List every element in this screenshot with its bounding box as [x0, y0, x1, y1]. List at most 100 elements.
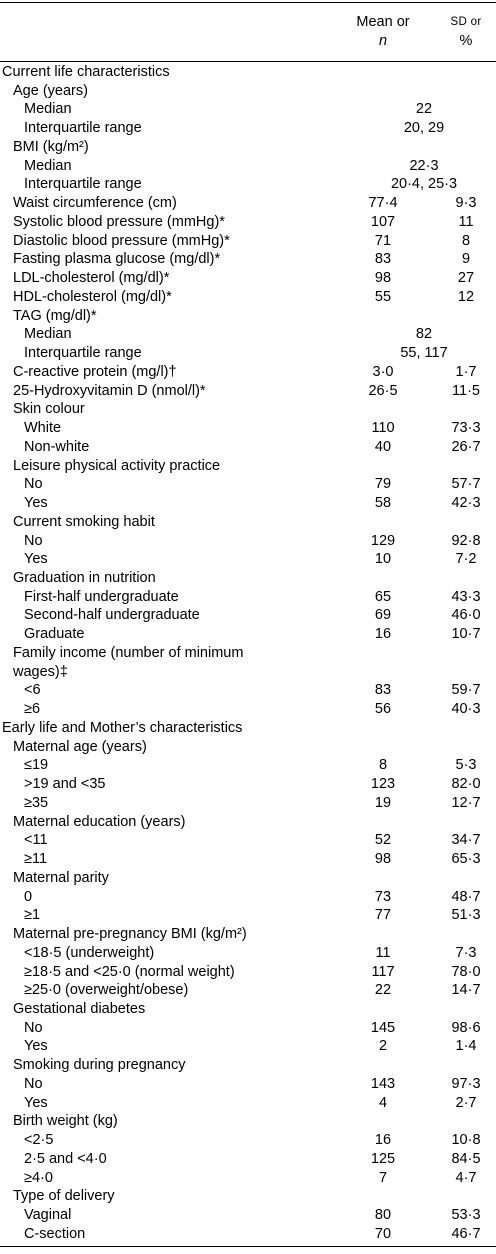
mean-value: 19 [374, 794, 392, 811]
row-label: Non-white [24, 438, 90, 455]
mean-value: 83 [374, 251, 392, 268]
sd-value: 78·0 [451, 963, 481, 980]
sd-value: 7·3 [455, 944, 477, 961]
row-label: Maternal parity [13, 869, 109, 886]
row-label: <11 [24, 832, 48, 849]
row-label: ≤19 [24, 757, 49, 774]
row-label: >19 and <35 [24, 776, 106, 793]
sd-value: 82·0 [451, 776, 481, 793]
header-text: SD or [450, 16, 482, 28]
row-label: Leisure physical activity practice [13, 457, 221, 474]
sd-value: 46·0 [451, 607, 481, 624]
row-label: Yes [24, 551, 48, 568]
sd-value: 53·3 [451, 1207, 481, 1224]
row-label: ≥1 [24, 907, 41, 924]
row-label: Graduation in nutrition [13, 569, 156, 586]
mean-value: 69 [374, 607, 392, 624]
mean-header: Mean or n [343, 13, 423, 50]
sd-value: 11·5 [452, 382, 480, 399]
sd-value: 7·2 [455, 551, 477, 568]
row-label: Vaginal [24, 1207, 72, 1224]
mean-value: 58 [374, 495, 392, 512]
mean-value: 80 [374, 1207, 392, 1224]
sd-value: 73·3 [451, 420, 481, 437]
sd-value: 4·7 [455, 1169, 477, 1186]
row-label: BMI (kg/m²) [13, 138, 89, 155]
mean-value: 143 [370, 1075, 396, 1092]
row-label: No [24, 532, 43, 549]
sd-value: 2·7 [455, 1094, 477, 1111]
row-label: Interquartile range [24, 345, 142, 362]
sd-value: 84·5 [451, 1150, 481, 1167]
mean-value: 65 [374, 588, 392, 605]
row-label: Gestational diabetes [13, 1001, 146, 1017]
combined-value: 20, 29 [403, 120, 445, 137]
mean-value: 52 [374, 832, 392, 849]
sd-value: 8 [461, 232, 471, 249]
mean-value: 40 [374, 438, 392, 455]
row-label: Interquartile range [24, 120, 142, 137]
mean-value: 129 [370, 532, 396, 549]
sd-value: 51·3 [451, 907, 481, 924]
sd-value: 12·7 [451, 794, 481, 811]
row-label: ≥25·0 (overweight/obese) [24, 982, 189, 999]
row-label: Diastolic blood pressure (mmHg)* [13, 232, 230, 249]
mean-value: 26·5 [368, 382, 398, 399]
combined-value: 20·4, 25·3 [390, 176, 458, 193]
sd-value: 11 [458, 213, 474, 230]
sd-value: 27 [457, 270, 475, 287]
row-label: Skin colour [13, 401, 85, 418]
mean-value: 98 [374, 270, 392, 287]
mean-value: 3·0 [372, 363, 394, 380]
sd-value: 43·3 [451, 588, 481, 605]
row-label: Maternal pre-pregnancy BMI (kg/m²) [13, 926, 247, 943]
row-label: <6 [24, 682, 41, 699]
row-label: Birth weight (kg) [13, 1113, 118, 1130]
row-label: Second-half undergraduate [24, 607, 200, 624]
mean-value: 71 [374, 232, 392, 249]
header-text: Mean or [356, 14, 410, 30]
row-label: Smoking during pregnancy [13, 1057, 186, 1074]
mean-value: 125 [370, 1150, 396, 1167]
row-label: First-half undergraduate [24, 588, 179, 605]
sd-value: 10·8 [451, 1132, 481, 1149]
mean-value: 110 [371, 420, 395, 437]
header-rule [0, 61, 496, 62]
row-label: Yes [24, 495, 48, 512]
row-label: 25-Hydroxyvitamin D (nmol/l)* [13, 382, 206, 399]
sd-value: 5·3 [455, 757, 477, 774]
sd-value: 26·7 [451, 438, 481, 455]
sd-value: 59·7 [451, 682, 481, 699]
row-label: No [24, 1075, 43, 1092]
row-label: HDL-cholesterol (mg/dl)* [13, 288, 172, 305]
row-label: C-reactive protein (mg/l)† [13, 363, 177, 380]
sd-value: 57·7 [451, 476, 481, 493]
mean-value: 70 [374, 1225, 392, 1242]
section-title: Early life and Mother’s characteristics [2, 719, 243, 736]
sd-header: SD or % [433, 13, 496, 50]
row-label: ≥6 [24, 701, 41, 718]
mean-value: 117 [371, 963, 395, 980]
row-label: LDL-cholesterol (mg/dl)* [13, 270, 170, 287]
mean-value: 2 [378, 1038, 388, 1055]
mean-value: 7 [378, 1169, 388, 1186]
sd-value: 12 [457, 288, 475, 305]
row-label: <18·5 (underweight) [24, 944, 155, 961]
sd-value: 1·4 [455, 1038, 477, 1055]
sd-value: 92·8 [451, 532, 481, 549]
row-label: Median [24, 157, 72, 174]
row-label: Current smoking habit [13, 513, 155, 530]
row-label: Fasting plasma glucose (mg/dl)* [13, 251, 221, 268]
row-label: No [24, 1019, 43, 1036]
combined-value: 55, 117 [400, 345, 448, 362]
mean-value: 11 [375, 944, 391, 961]
mean-value: 79 [374, 476, 392, 493]
sd-value: 1·7 [455, 363, 477, 380]
mean-value: 107 [370, 213, 396, 230]
row-label: Type of delivery [13, 1188, 115, 1205]
sd-value: 9 [461, 251, 471, 268]
row-label: TAG (mg/dl)* [13, 307, 97, 324]
section-title: Current life characteristics [2, 64, 170, 80]
sd-value: 97·3 [451, 1075, 481, 1092]
mean-value: 8 [378, 757, 388, 774]
